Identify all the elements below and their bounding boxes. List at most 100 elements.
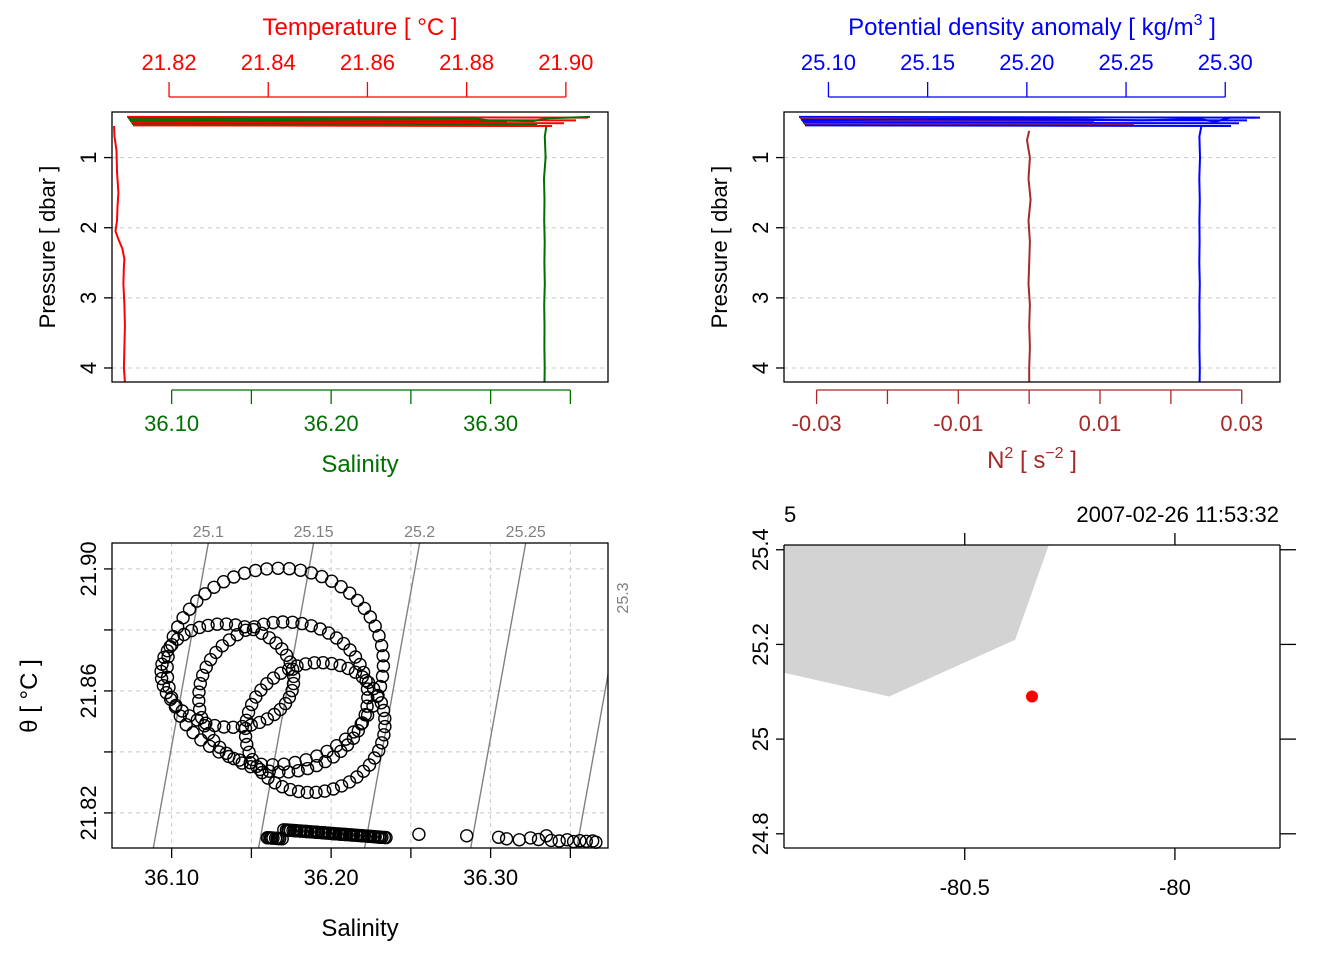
ts-point: [252, 715, 267, 730]
ts-point: [282, 662, 296, 676]
ts-point: [157, 650, 171, 664]
ts-point: [318, 754, 332, 769]
ts-point: [192, 685, 206, 699]
ts-point: [159, 686, 174, 700]
y-axis-title: Pressure [ dbar ]: [35, 166, 60, 329]
ts-point: [375, 736, 389, 750]
ts-point: [154, 671, 169, 686]
isopycnal-line: [469, 543, 527, 848]
ts-point: [240, 737, 254, 752]
ts-point: [499, 832, 514, 846]
ts-point: [194, 733, 208, 747]
ts-point: [579, 834, 593, 848]
y-tick-label: 21.82: [76, 785, 101, 840]
ts-point: [260, 712, 274, 726]
ts-point: [255, 626, 269, 640]
ts-point: [285, 662, 300, 676]
ts-point: [326, 782, 340, 796]
ts-point: [238, 729, 253, 744]
ts-point: [338, 732, 353, 746]
surface-spike: [803, 122, 1135, 126]
ts-point: [368, 830, 382, 844]
ts-point: [275, 780, 289, 794]
ts-point: [573, 834, 587, 848]
ts-point: [291, 784, 306, 799]
ts-point: [270, 831, 284, 846]
surface-spike: [129, 120, 508, 123]
ts-point: [333, 827, 347, 841]
ts-point: [342, 775, 357, 789]
ts-point: [316, 656, 330, 670]
ts-point: [355, 670, 369, 684]
ts-point: [237, 620, 252, 634]
isopycnal-lines: [152, 543, 608, 848]
ts-point: [373, 679, 388, 694]
x-tick-label: 36.30: [463, 865, 518, 890]
n2-axis-title-sup: 2: [1004, 445, 1013, 462]
bottom-tick-label: 36.20: [304, 411, 359, 436]
n2-axis-title-sup2: −2: [1045, 445, 1063, 462]
ts-point: [378, 719, 392, 734]
ts-point: [294, 824, 308, 838]
ts-point: [199, 660, 213, 674]
ts-point: [285, 615, 300, 629]
ts-point: [375, 669, 390, 683]
ts-point: [560, 833, 574, 847]
x-tick-label: 36.10: [144, 865, 199, 890]
isopycnal-line: [576, 670, 608, 848]
ts-point: [298, 657, 313, 671]
ts-point: [226, 720, 240, 734]
ts-point: [283, 655, 297, 669]
plot-frame: [111, 111, 609, 383]
y-tick-label: 4: [748, 362, 773, 374]
ts-point: [228, 618, 243, 632]
series-salinity-surface: [129, 115, 591, 123]
ts-point: [246, 622, 261, 637]
ts-point: [282, 690, 297, 704]
top-tick-label: 25.15: [900, 50, 955, 75]
ts-point: [285, 683, 299, 698]
station-time-label: 2007-02-26 11:53:32: [1076, 502, 1279, 527]
surface-spike: [804, 124, 1232, 128]
ts-point: [242, 745, 256, 759]
series-density-surface: [801, 116, 1260, 123]
ts-point: [298, 824, 313, 839]
y-tick-label: 3: [76, 292, 101, 304]
ts-point: [491, 830, 506, 844]
ts-point: [363, 610, 377, 624]
ts-point: [241, 705, 256, 719]
ts-point: [268, 776, 282, 790]
ts-point: [351, 724, 365, 738]
ts-point: [286, 676, 301, 691]
ts-point: [357, 601, 372, 616]
y-axis-title: Pressure [ dbar ]: [707, 166, 732, 329]
top-tick-label: 25.30: [1198, 50, 1253, 75]
y-tick-label: 1: [76, 151, 101, 163]
ts-point: [203, 652, 218, 667]
ts-point: [355, 716, 369, 730]
top-tick-label: 25.20: [999, 50, 1054, 75]
y-tick-label: 1: [748, 151, 773, 163]
ts-point: [182, 602, 197, 616]
ts-point: [355, 829, 369, 843]
series-temperature-line: [113, 125, 126, 383]
ts-point: [245, 752, 260, 767]
density-axis-title-sup: 3: [1194, 12, 1203, 29]
ts-point: [262, 631, 276, 645]
ts-point: [201, 618, 215, 633]
y-tick-label: 4: [76, 362, 101, 374]
ts-point: [277, 823, 291, 837]
ts-point: [193, 676, 208, 691]
ts-point: [305, 825, 319, 839]
isopycnal-line: [257, 543, 315, 848]
plot-frame: [111, 542, 609, 849]
coastline-land: [784, 545, 1049, 697]
series-density-line: [1198, 125, 1203, 383]
panel-station-map: -80.5 -80 24.8 25 25.2 25.4 5 2007-02-26 11:53:…: [748, 502, 1296, 900]
y-tick-label: 2: [748, 222, 773, 234]
salinity-axis-title: Salinity: [321, 451, 398, 478]
ts-point: [552, 834, 566, 848]
ts-point: [192, 620, 207, 635]
ts-point: [304, 566, 318, 580]
ts-point: [179, 718, 193, 732]
